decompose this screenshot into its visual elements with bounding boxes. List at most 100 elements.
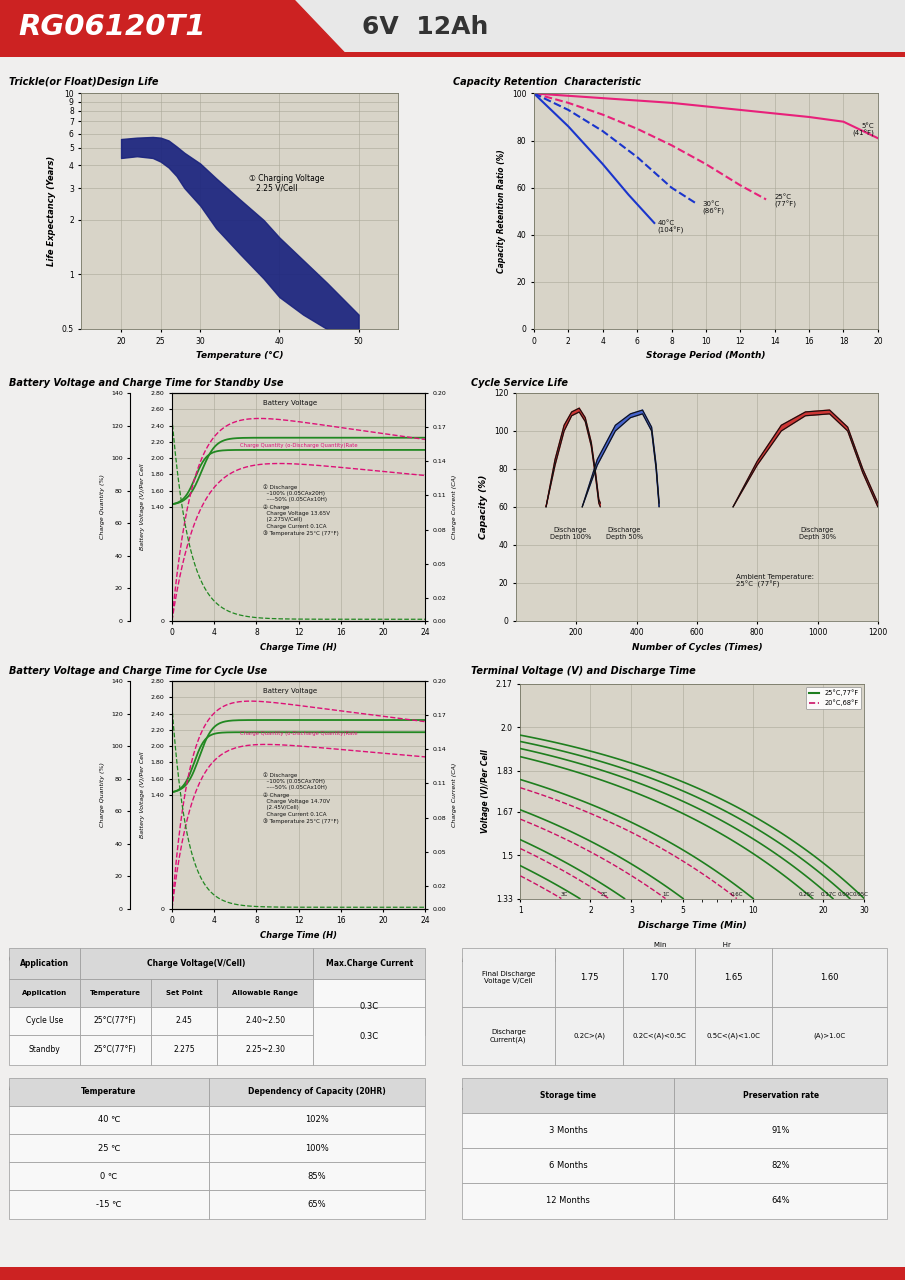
Text: 1.75: 1.75	[580, 973, 598, 982]
Text: Discharge
Depth 30%: Discharge Depth 30%	[799, 527, 836, 540]
Text: Standby: Standby	[29, 1046, 61, 1055]
Polygon shape	[546, 408, 600, 507]
Text: Temperature: Temperature	[81, 1087, 137, 1097]
Text: Final Discharge
Voltage V/Cell: Final Discharge Voltage V/Cell	[481, 972, 535, 984]
Bar	[313, 979, 425, 1007]
Text: 100%: 100%	[305, 1143, 329, 1153]
Text: 2C: 2C	[601, 892, 608, 897]
Bar	[80, 979, 150, 1007]
Text: Temperature: Temperature	[90, 989, 140, 996]
Bar	[462, 1006, 555, 1065]
Bar	[313, 948, 425, 979]
Text: Battery Voltage: Battery Voltage	[263, 399, 318, 406]
Text: 6V  12Ah: 6V 12Ah	[362, 15, 489, 40]
Text: ① Charging Voltage
   2.25 V/Cell: ① Charging Voltage 2.25 V/Cell	[249, 174, 325, 193]
Bar	[9, 1190, 209, 1219]
Bar	[9, 1007, 80, 1034]
Bar	[209, 1106, 425, 1134]
Text: 1.65: 1.65	[725, 973, 743, 982]
Legend: 25°C,77°F, 20°C,68°F: 25°C,77°F, 20°C,68°F	[806, 687, 861, 709]
Polygon shape	[582, 410, 659, 507]
Text: 65%: 65%	[308, 1199, 327, 1210]
Text: 25°C(77°F): 25°C(77°F)	[94, 1016, 137, 1025]
X-axis label: Storage Period (Month): Storage Period (Month)	[646, 351, 766, 360]
X-axis label: Temperature (°C): Temperature (°C)	[196, 351, 283, 360]
Bar	[462, 1112, 674, 1148]
Bar	[0, 52, 905, 56]
Bar	[217, 1034, 313, 1065]
Text: Max.Charge Current: Max.Charge Current	[326, 959, 413, 968]
Text: Charge Quantity (o-Discharge Quantity)​Rate: Charge Quantity (o-Discharge Quantity)​R…	[241, 443, 358, 448]
Text: 12 Months: 12 Months	[546, 1197, 590, 1206]
Bar	[9, 1078, 209, 1106]
Text: 1.70: 1.70	[650, 973, 669, 982]
Bar	[462, 948, 555, 1006]
Bar	[462, 1148, 674, 1183]
Bar	[9, 979, 80, 1007]
Text: 0.05C: 0.05C	[853, 892, 869, 897]
Text: 64%: 64%	[771, 1197, 790, 1206]
Text: Battery Voltage and Charge Time for Cycle Use: Battery Voltage and Charge Time for Cycl…	[9, 666, 267, 676]
Y-axis label: Charge Current (CA): Charge Current (CA)	[452, 763, 457, 827]
Bar	[555, 948, 624, 1006]
Bar	[624, 1006, 695, 1065]
Bar	[313, 1007, 425, 1065]
Bar	[674, 1183, 887, 1219]
Bar	[695, 948, 772, 1006]
Bar	[313, 979, 425, 1034]
Text: 3 Months: 3 Months	[548, 1126, 587, 1135]
Text: Terminal Voltage (V) and Discharge Time: Terminal Voltage (V) and Discharge Time	[471, 666, 695, 676]
Bar	[674, 1078, 887, 1112]
Y-axis label: Charge Quantity (%): Charge Quantity (%)	[100, 475, 105, 539]
Text: 0.6C: 0.6C	[730, 892, 743, 897]
Text: 25 ℃: 25 ℃	[98, 1143, 120, 1153]
Text: 85%: 85%	[308, 1171, 327, 1181]
Bar	[462, 1078, 674, 1112]
Text: 0.17C: 0.17C	[820, 892, 836, 897]
Text: Battery Voltage: Battery Voltage	[263, 687, 318, 694]
Bar	[624, 948, 695, 1006]
Y-axis label: Charge Quantity (%): Charge Quantity (%)	[100, 763, 105, 827]
Bar	[9, 1134, 209, 1162]
Y-axis label: Battery Voltage (V)/Per Cell: Battery Voltage (V)/Per Cell	[140, 751, 145, 838]
Text: 0.3C: 0.3C	[359, 1002, 378, 1011]
Bar	[209, 1162, 425, 1190]
Bar	[209, 1078, 425, 1106]
Text: 25°C(77°F): 25°C(77°F)	[94, 1046, 137, 1055]
Bar	[150, 1007, 217, 1034]
Text: 40°C
(104°F): 40°C (104°F)	[658, 220, 684, 234]
Bar	[772, 948, 887, 1006]
Text: 0.09C: 0.09C	[838, 892, 853, 897]
Bar	[150, 979, 217, 1007]
Text: 1C: 1C	[662, 892, 669, 897]
Text: Cycle Use: Cycle Use	[26, 1016, 63, 1025]
Text: Preservation rate: Preservation rate	[742, 1091, 819, 1100]
Bar	[9, 1034, 80, 1065]
Text: Charging Procedures: Charging Procedures	[9, 954, 124, 964]
Bar	[9, 1106, 209, 1134]
Bar	[555, 1006, 624, 1065]
Text: 0.2C<(A)<0.5C: 0.2C<(A)<0.5C	[633, 1033, 686, 1039]
Polygon shape	[733, 410, 878, 507]
Y-axis label: Capacity (%): Capacity (%)	[479, 475, 488, 539]
Bar	[80, 948, 313, 979]
Text: -15 ℃: -15 ℃	[96, 1199, 121, 1210]
Text: Ambient Temperature:
25°C  (77°F): Ambient Temperature: 25°C (77°F)	[736, 573, 814, 588]
Text: Discharge
Depth 50%: Discharge Depth 50%	[605, 527, 643, 540]
Bar	[80, 1007, 150, 1034]
Polygon shape	[0, 0, 348, 56]
Bar	[9, 1162, 209, 1190]
Text: Application: Application	[22, 989, 67, 996]
Text: 0.5C<(A)<1.0C: 0.5C<(A)<1.0C	[707, 1033, 761, 1039]
Text: 6 Months: 6 Months	[548, 1161, 587, 1170]
Y-axis label: Capacity Retention Ratio (%): Capacity Retention Ratio (%)	[497, 150, 506, 273]
Text: 2.275: 2.275	[173, 1046, 195, 1055]
Y-axis label: Voltage (V)/Per Cell: Voltage (V)/Per Cell	[481, 749, 491, 833]
X-axis label: Charge Time (H): Charge Time (H)	[260, 931, 338, 940]
Bar	[217, 1007, 313, 1034]
Text: 30°C
(86°F): 30°C (86°F)	[702, 201, 725, 215]
Text: 2.45: 2.45	[176, 1016, 193, 1025]
Text: Dependency of Capacity (20HR): Dependency of Capacity (20HR)	[248, 1087, 386, 1097]
Text: Allowable Range: Allowable Range	[232, 989, 298, 996]
Bar	[209, 1190, 425, 1219]
